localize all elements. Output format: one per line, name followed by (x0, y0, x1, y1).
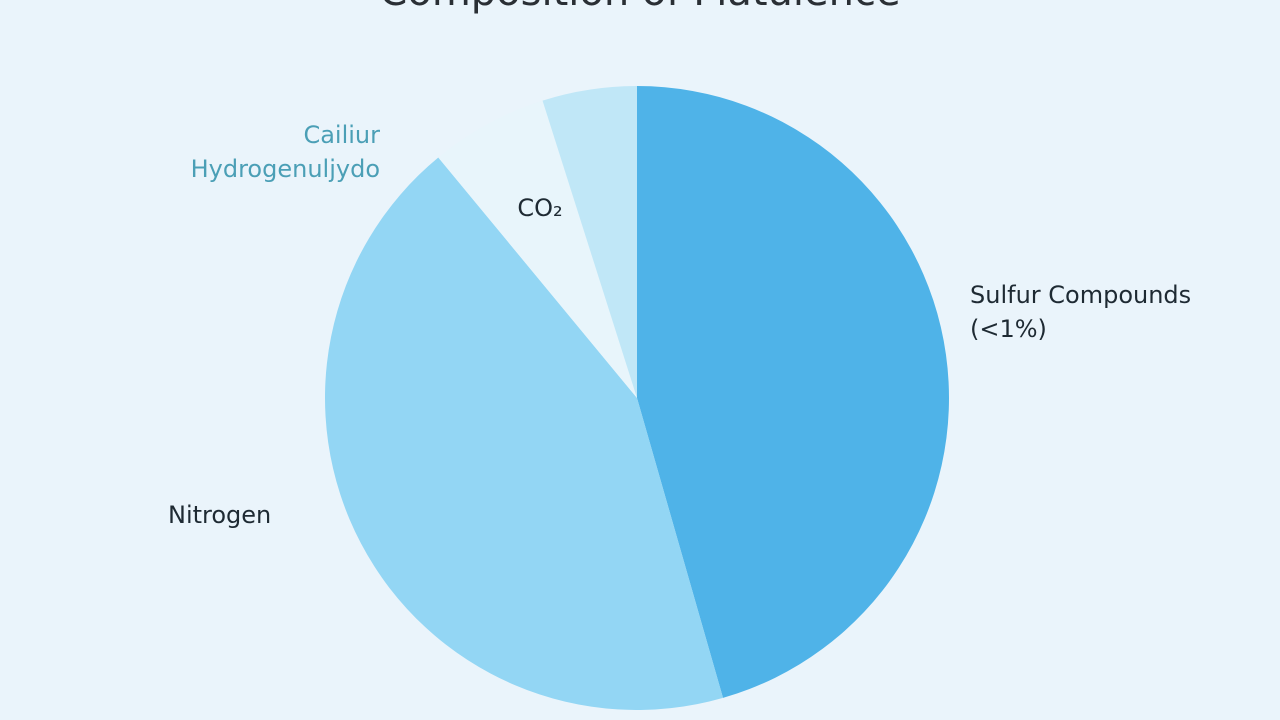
slice-label: CO₂ (517, 194, 562, 222)
pie-slice (637, 86, 950, 698)
slice-label: Nitrogen (168, 501, 271, 529)
slice-label: Sulfur Compounds (<1%) (970, 281, 1191, 343)
pie-slice (325, 157, 724, 710)
slice-label: Cailiur Hydrogenuljydo (191, 121, 381, 183)
chart-title: Composition of Flatulence (379, 0, 900, 15)
pie-slice (438, 100, 637, 398)
pie-slice (542, 86, 637, 398)
